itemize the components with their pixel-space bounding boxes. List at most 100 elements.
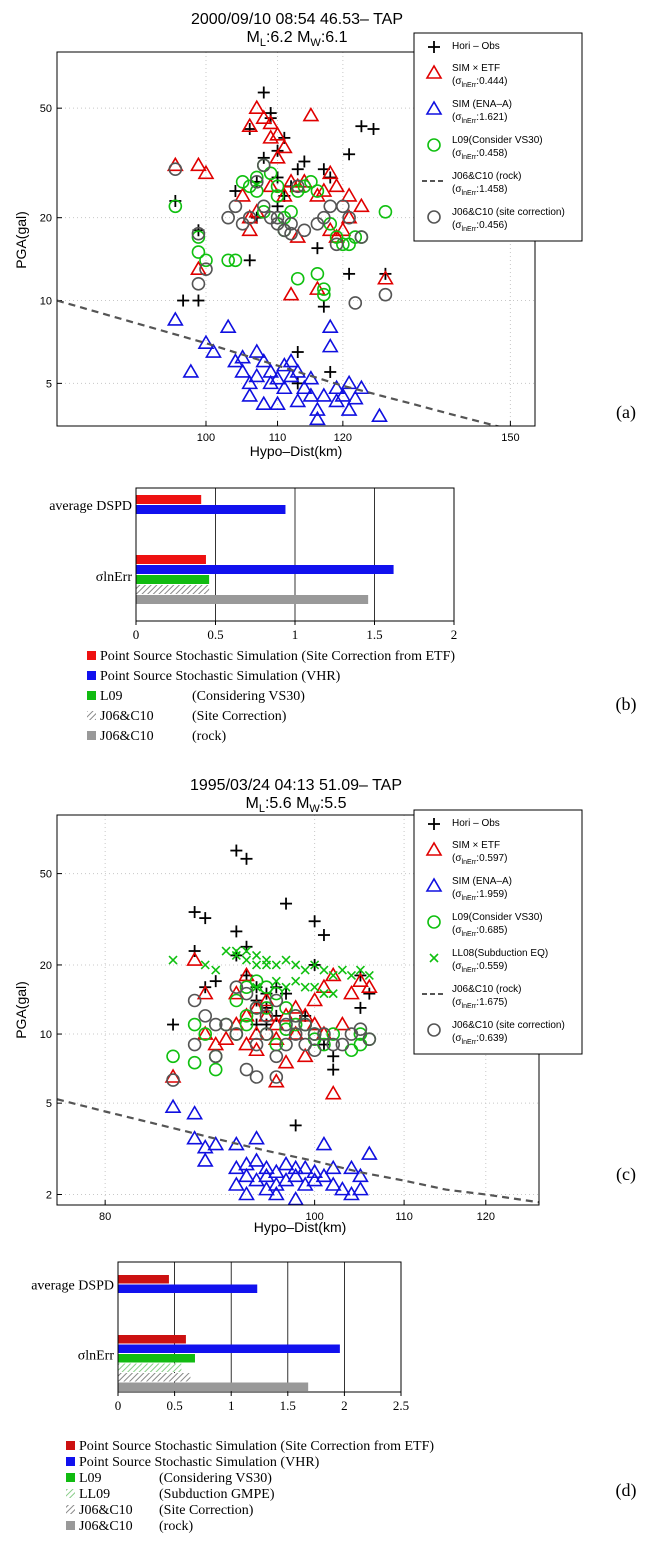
point-ll08-subduction-eq-b	[251, 982, 262, 992]
point-j06-c10-site-correction	[219, 1017, 233, 1032]
panel-c: 1995/03/24 04:13 51.09– TAP ML:5.6 MW:5.…	[13, 777, 636, 1235]
point-j06-c10-site-correction	[326, 1037, 341, 1052]
point-j06-c10-site-correction	[362, 1032, 377, 1046]
point-j06-c10-site-correction	[229, 980, 244, 994]
series-line-j06-rock	[57, 1098, 539, 1204]
legend-entry-desc: (rock)	[192, 729, 227, 744]
point-sim-etf	[324, 966, 342, 982]
point-l09-consider-vs30	[336, 237, 350, 252]
point-ll08-subduction-eq	[291, 976, 301, 986]
point-ll08-subduction-eq	[251, 960, 262, 970]
panel-c-title-mw-val: :5.5	[320, 795, 347, 812]
y-tick-label: 2	[46, 1189, 52, 1201]
point-ll08-subduction-eq-b	[168, 955, 178, 965]
point-ll08-subduction-eq	[271, 976, 281, 986]
point-j06-c10-site-correction	[353, 1022, 368, 1036]
point-l09-consider-vs30	[239, 1017, 254, 1032]
legend-sigma-prefix: (σ	[452, 853, 462, 864]
legend-entry-sigma: (σlnErr:0.597)	[452, 853, 507, 866]
panel-c-title-mw-sub: W	[309, 803, 320, 815]
legend-entry-sigma: (σlnErr:1.675)	[452, 997, 507, 1010]
legend-swatch-x	[429, 953, 439, 963]
point-sim-etf	[333, 1015, 351, 1031]
point-sim-etf	[328, 177, 345, 193]
legend-entry-label: J06&C10	[100, 709, 154, 724]
point-l09-consider-vs30	[228, 253, 243, 268]
bar-sigma-lnerr	[136, 575, 210, 584]
point-ll08-subduction-eq-b	[291, 960, 301, 970]
panel-a-title-mw-val: :6.1	[321, 29, 348, 46]
legend-swatch	[87, 711, 96, 720]
legend-entry-sigma: (σlnErr:1.458)	[452, 184, 507, 197]
legend-entry-label: J06&C10	[100, 729, 154, 744]
legend-sigma-value: :1.621)	[476, 112, 507, 123]
legend-entry-sigma: (σlnErr:0.458)	[452, 148, 507, 161]
legend-sigma-value: :0.444)	[476, 76, 507, 87]
legend-entry-label: J06&C10	[79, 1519, 133, 1534]
panel-b-legend: Point Source Stochastic Simulation (Site…	[87, 649, 455, 744]
point-j06-c10-site-correction	[269, 993, 284, 1008]
point-hori-obs	[240, 852, 253, 865]
legend-entry-desc: (rock)	[159, 1519, 194, 1534]
point-sim-ena-a	[346, 390, 364, 405]
point-sim-ena-a	[227, 352, 244, 368]
legend-swatch	[66, 1489, 75, 1498]
point-j06-c10-site-correction	[208, 1049, 223, 1064]
point-sim-ena-a	[295, 379, 313, 395]
legend-entry-label: LL09	[79, 1487, 110, 1502]
x-tick-label: 100	[197, 432, 215, 444]
point-sim-ena-a	[267, 1185, 285, 1201]
point-j06-c10-site-correction	[168, 162, 183, 177]
panel-d-label: (d)	[616, 1480, 637, 1501]
point-l09-consider-vs30	[249, 170, 264, 185]
point-hori-obs	[257, 151, 270, 164]
point-l09-consider-vs30	[263, 166, 278, 181]
point-j06-c10-site-correction	[239, 1062, 254, 1077]
point-hori-obs	[354, 1001, 367, 1014]
legend-sigma-prefix: (σ	[452, 148, 462, 159]
point-hori-obs	[298, 155, 311, 168]
point-sim-etf	[267, 1030, 285, 1045]
point-l09-consider-vs30	[242, 179, 257, 194]
point-ll08-subduction-eq-b	[355, 965, 365, 975]
point-sim-etf	[343, 985, 360, 1000]
point-hori-obs	[188, 906, 201, 919]
point-sim-etf	[315, 182, 333, 197]
panel-a-title-line2: ML:6.2 MW:6.1	[247, 29, 348, 49]
point-ll08-subduction-eq-b	[200, 960, 210, 970]
point-sim-etf	[275, 138, 293, 154]
legend-entry-desc: (Considering VS30)	[192, 689, 305, 704]
point-sim-etf	[262, 177, 280, 193]
bar-average-dspd	[118, 1284, 258, 1293]
panel-c-title-ml-val: :5.6 M	[265, 795, 309, 812]
panel-d-plot: 0 0.5 1 1.5 2 2.5 average DSPD σlnErr	[31, 1261, 409, 1413]
point-j06-c10-site-correction	[249, 1070, 264, 1084]
point-sim-etf	[196, 1025, 214, 1040]
legend-entry-label: SIM × ETF	[452, 63, 500, 74]
point-j06-c10-site-correction	[221, 210, 235, 225]
point-j06-c10-site-correction	[279, 1037, 293, 1052]
legend-entry-label: L09	[79, 1471, 102, 1486]
point-hori-obs	[192, 294, 205, 307]
legend-entry-desc: (Site Correction)	[159, 1503, 254, 1518]
legend-entry-label: J06&C10 (site correction)	[452, 1020, 565, 1031]
legend-swatch-plus	[428, 41, 440, 53]
point-sim-ena-a	[289, 363, 307, 378]
legend-sigma-sub: lnErr	[462, 931, 477, 938]
point-ll08-subduction-eq-b	[251, 950, 262, 961]
y-tick-label: 10	[40, 296, 52, 308]
point-sim-ena-a	[353, 379, 370, 395]
point-hori-obs	[311, 242, 324, 255]
point-sim-etf	[353, 197, 370, 213]
panel-c-title-line1: 1995/03/24 04:13 51.09– TAP	[190, 777, 402, 794]
legend-sigma-value: :0.458)	[476, 148, 507, 159]
x-tick-label: 150	[501, 432, 519, 444]
point-sim-ena-a	[324, 1159, 342, 1175]
point-ll08-subduction-eq-b	[251, 960, 262, 970]
bar-sigma-lnerr	[118, 1382, 309, 1391]
legend-box	[413, 809, 583, 1055]
panel-b: 0 0.5 1 1.5 2 average DSPD σlnErr Point Source…	[49, 487, 637, 744]
point-sim-etf	[282, 286, 300, 301]
